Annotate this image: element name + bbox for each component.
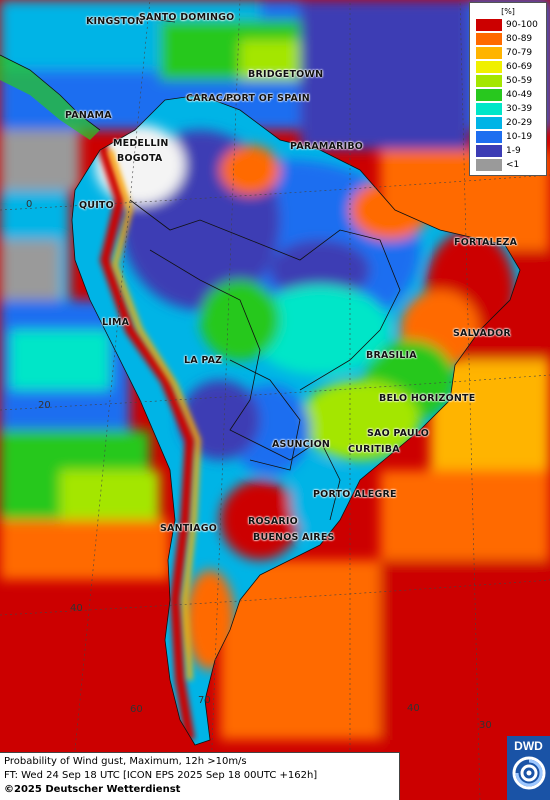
city-asuncion: ASUNCION	[272, 439, 330, 450]
city-rosario: ROSARIO	[248, 516, 298, 527]
legend-swatch	[476, 61, 502, 74]
legend-item: 10-19	[476, 131, 546, 144]
city-port-of-spain: PORT OF SPAIN	[226, 93, 310, 104]
legend-swatch	[476, 89, 502, 102]
legend-label: 60-69	[506, 62, 533, 72]
legend-label: 1-9	[506, 146, 521, 156]
legend-item: 20-29	[476, 117, 546, 130]
legend-label: 40-49	[506, 90, 533, 100]
grid-label-lon-60: 60	[130, 704, 143, 715]
legend-item: 90-100	[476, 19, 546, 32]
legend-title: [%]	[501, 7, 515, 16]
legend-swatch	[476, 159, 502, 172]
grid-label-lon-40: 40	[407, 703, 420, 714]
grid-label-lat-20: 20	[38, 400, 51, 411]
legend-label: 50-59	[506, 76, 533, 86]
legend-item: 50-59	[476, 75, 546, 88]
legend-swatch	[476, 117, 502, 130]
city-salvador: SALVADOR	[453, 328, 511, 339]
legend-label: 20-29	[506, 118, 533, 128]
grid-label-lat-0: 0	[26, 199, 33, 210]
legend-item: 70-79	[476, 47, 546, 60]
legend-swatch	[476, 131, 502, 144]
legend-label: 10-19	[506, 132, 533, 142]
city-porto-alegre: PORTO ALEGRE	[313, 489, 397, 500]
city-santiago: SANTIAGO	[160, 523, 217, 534]
legend-swatch	[476, 103, 502, 116]
caption-copyright: ©2025 Deutscher Wetterdienst	[4, 784, 181, 795]
coastlines	[0, 17, 521, 746]
legend-label: 70-79	[506, 48, 533, 58]
legend-item: 40-49	[476, 89, 546, 102]
city-belo-horizonte: BELO HORIZONTE	[379, 393, 476, 404]
city-buenos-aires: BUENOS AIRES	[253, 532, 335, 543]
legend-item: 80-89	[476, 33, 546, 46]
city-paramaribo: PARAMARIBO	[290, 141, 364, 152]
city-curitiba: CURITIBA	[348, 444, 400, 455]
legend-label: 90-100	[506, 20, 538, 30]
city-la-paz: LA PAZ	[184, 355, 223, 366]
swirl-icon	[512, 756, 545, 790]
legend: [%] 90-100 80-89 70-79 60-69 50-59 40-49 30-39…	[469, 2, 547, 176]
legend-swatch	[476, 33, 502, 46]
legend-label: 30-39	[506, 104, 533, 114]
city-lima: LIMA	[102, 317, 130, 328]
city-kingston: KINGSTON	[86, 16, 144, 27]
central-america-land	[0, 55, 100, 140]
city-medellin: MEDELLIN	[113, 138, 169, 149]
legend-item: 1-9	[476, 145, 546, 158]
legend-swatch	[476, 75, 502, 88]
city-brasilia: BRASILIA	[366, 350, 417, 361]
city-panama: PANAMA	[65, 110, 112, 121]
city-sao-paulo: SAO PAULO	[367, 428, 430, 439]
dwd-logo: DWD	[507, 736, 550, 800]
caption-parameter: Probability of Wind gust, Maximum, 12h >…	[4, 756, 247, 767]
city-quito: QUITO	[79, 200, 114, 211]
dwd-logo-text: DWD	[514, 739, 543, 753]
city-caracas: CARACAS	[186, 93, 238, 104]
caption-forecast-time: FT: Wed 24 Sep 18 UTC [ICON EPS 2025 Sep…	[4, 770, 318, 781]
ocean-fields	[0, 0, 550, 740]
legend-swatch	[476, 47, 502, 60]
city-bogota: BOGOTA	[117, 153, 163, 164]
legend-swatch	[476, 19, 502, 32]
grid-label-lon-70: 70	[198, 695, 211, 706]
city-santo-domingo: SANTO DOMINGO	[139, 12, 235, 23]
caption-box: Probability of Wind gust, Maximum, 12h >…	[0, 752, 400, 800]
legend-item: 60-69	[476, 61, 546, 74]
legend-label: 80-89	[506, 34, 533, 44]
legend-item: 30-39	[476, 103, 546, 116]
city-bridgetown: BRIDGETOWN	[248, 69, 324, 80]
legend-item: <1	[476, 159, 546, 172]
grid-label-lon-30: 30	[479, 720, 492, 731]
city-fortaleza: FORTALEZA	[454, 237, 518, 248]
grid-label-lat-40: 40	[70, 603, 83, 614]
legend-label: <1	[506, 160, 520, 170]
legend-swatch	[476, 145, 502, 158]
